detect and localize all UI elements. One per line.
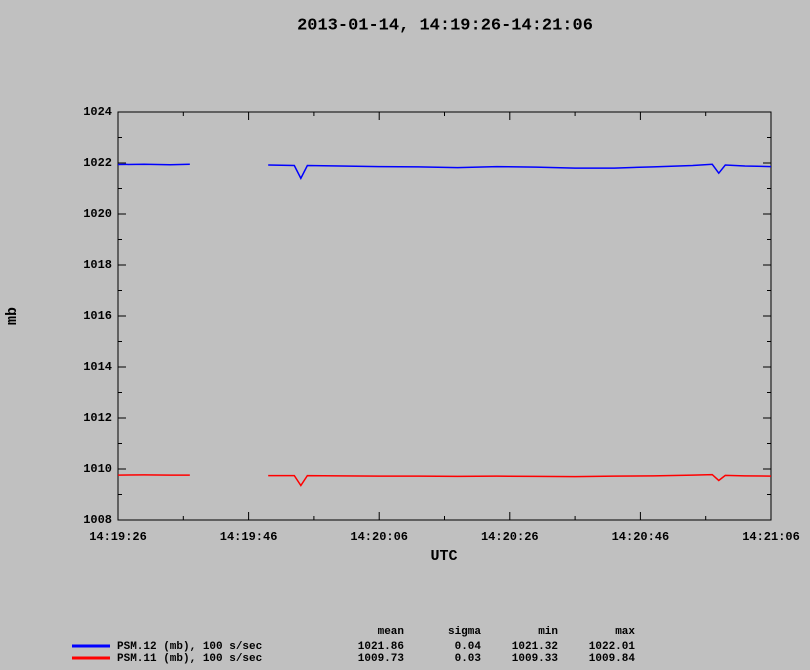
- y-axis-label: mb: [4, 307, 21, 325]
- stats-value: 1009.84: [589, 653, 636, 665]
- chart-title: 2013-01-14, 14:19:26-14:21:06: [297, 16, 593, 35]
- x-tick-label: 14:19:46: [220, 530, 278, 544]
- y-tick-label: 1022: [83, 156, 112, 170]
- data-line: [117, 473, 772, 487]
- y-tick-label: 1014: [83, 360, 112, 374]
- data-line: [117, 163, 772, 180]
- stats-value: 1009.73: [358, 653, 405, 665]
- stats-value: 1009.33: [512, 653, 559, 665]
- stats-value: 0.04: [455, 641, 482, 653]
- stats-header: sigma: [448, 626, 481, 638]
- x-tick-label: 14:20:26: [481, 530, 539, 544]
- stats-value: 0.03: [455, 653, 482, 665]
- stats-header: mean: [378, 626, 404, 638]
- y-tick-label: 1018: [83, 258, 112, 272]
- x-tick-label: 14:20:06: [350, 530, 408, 544]
- stats-value: 1021.86: [358, 641, 404, 653]
- stats-header: max: [615, 626, 635, 638]
- y-tick-label: 1008: [83, 513, 112, 527]
- stats-value: 1021.32: [512, 641, 558, 653]
- y-tick-label: 1012: [83, 411, 112, 425]
- x-tick-label: 14:21:06: [742, 530, 800, 544]
- stats-header: min: [538, 626, 558, 638]
- y-tick-label: 1024: [83, 105, 112, 119]
- x-axis-label: UTC: [430, 548, 457, 565]
- y-tick-label: 1020: [83, 207, 112, 221]
- y-tick-label: 1016: [83, 309, 112, 323]
- x-tick-label: 14:20:46: [612, 530, 670, 544]
- y-tick-label: 1010: [83, 462, 112, 476]
- legend-label: PSM.11 (mb), 100 s/sec: [117, 653, 262, 665]
- legend-label: PSM.12 (mb), 100 s/sec: [117, 641, 262, 653]
- x-tick-label: 14:19:26: [89, 530, 147, 544]
- stats-value: 1022.01: [589, 641, 636, 653]
